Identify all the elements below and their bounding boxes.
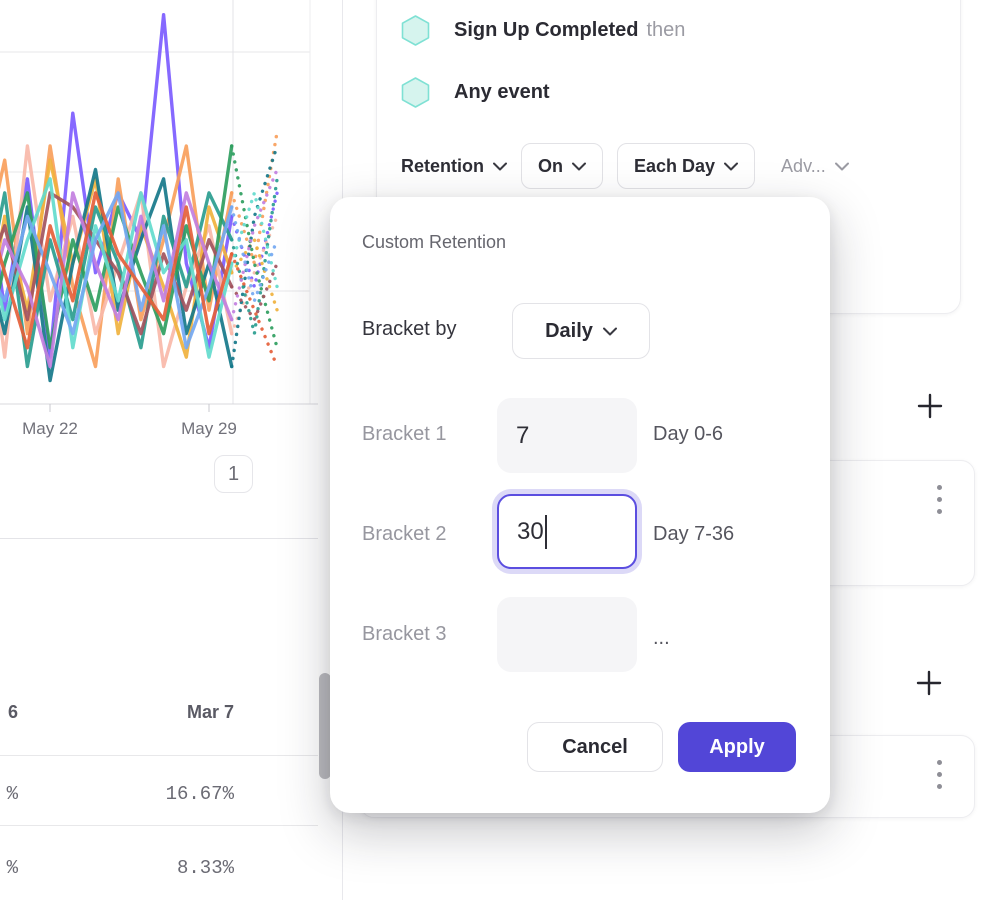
chart-page-badge[interactable]: 1 — [214, 455, 253, 493]
event-hexagon-icon — [401, 15, 430, 46]
add-section-button[interactable] — [917, 393, 943, 419]
on-dropdown-label: On — [538, 155, 563, 176]
bracket-2-label: Bracket 2 — [362, 523, 447, 545]
modal-title: Custom Retention — [362, 232, 507, 252]
bracket-by-dropdown[interactable]: Daily — [512, 303, 650, 359]
query-step-row[interactable]: Sign Up Completed then — [401, 15, 685, 46]
x-tick-label-may29: May 29 — [181, 419, 237, 438]
table-header-partial: 6 — [7, 702, 18, 722]
table-divider — [0, 755, 318, 756]
query-controls-row: Retention On Each Day Adv... — [401, 143, 849, 189]
kebab-dot — [937, 772, 942, 777]
bracket-1-range: Day 0-6 — [653, 423, 724, 445]
section-divider — [0, 538, 318, 539]
chevron-down-icon — [493, 162, 507, 170]
bracket-1-input[interactable] — [497, 398, 637, 473]
event-name[interactable]: Any event — [454, 81, 550, 103]
bracket-by-label: Bracket by — [362, 318, 457, 340]
table-cell-value: 16.67% — [165, 783, 234, 805]
chart-line-series-4 — [229, 238, 279, 312]
bracket-3-range: ... — [653, 627, 670, 649]
query-step-text: Any event — [454, 81, 550, 104]
measurement-dropdown[interactable]: Retention — [401, 156, 507, 177]
bracket-by-dropdown-label: Daily — [545, 319, 593, 342]
retention-table: 6 Mar 7 % 16.67% % 8.33% — [0, 660, 342, 900]
chart-line-series-10 — [0, 191, 234, 369]
chevron-down-icon — [572, 162, 586, 170]
kebab-dot — [937, 497, 942, 502]
chevron-down-icon — [834, 162, 849, 170]
event-name[interactable]: Sign Up Completed — [454, 19, 639, 41]
event-hexagon-icon — [401, 77, 430, 108]
table-cell-value: 8.33% — [176, 857, 234, 879]
bracket-3-input[interactable] — [497, 597, 637, 672]
more-options-button[interactable] — [937, 485, 942, 514]
query-step-text: Sign Up Completed then — [454, 19, 685, 42]
table-cell-partial: % — [6, 857, 18, 879]
chart-line-series-3 — [229, 214, 279, 336]
bracket-2-range: Day 7-36 — [653, 523, 735, 545]
chart-line-series-8 — [229, 261, 279, 322]
add-section-button[interactable] — [916, 670, 942, 696]
table-divider — [0, 825, 318, 826]
plus-icon — [917, 393, 943, 419]
chart-line-series-9 — [0, 177, 234, 359]
custom-retention-modal: Custom Retention Bracket by Daily Bracke… — [330, 197, 830, 813]
x-tick-label-may22: May 22 — [22, 419, 78, 438]
bracket-2-input[interactable] — [497, 494, 637, 569]
cancel-button[interactable]: Cancel — [527, 722, 663, 772]
apply-button[interactable]: Apply — [678, 722, 796, 772]
on-dropdown[interactable]: On — [521, 143, 603, 189]
chevron-down-icon — [602, 327, 617, 335]
advanced-dropdown-label: Adv... — [781, 155, 826, 176]
chart-line-series-6 — [229, 177, 279, 336]
granularity-dropdown[interactable]: Each Day — [617, 143, 756, 189]
chart-plot-area — [0, 0, 318, 412]
bracket-1-label: Bracket 1 — [362, 423, 447, 445]
chart-line-series-12 — [0, 191, 234, 350]
table-cell-partial: % — [6, 783, 18, 805]
kebab-dot — [937, 760, 942, 765]
chart-line-series-11 — [0, 191, 234, 350]
retention-line-chart: May 22 May 29 — [0, 0, 342, 540]
table-header-mar7: Mar 7 — [186, 702, 234, 722]
granularity-dropdown-label: Each Day — [634, 155, 716, 176]
chart-line-series-10 — [229, 167, 279, 322]
chevron-down-icon — [724, 162, 739, 170]
chart-line-series-2 — [229, 130, 279, 265]
bracket-3-label: Bracket 3 — [362, 623, 447, 645]
kebab-dot — [937, 509, 942, 514]
kebab-dot — [937, 784, 942, 789]
chart-line-series-5 — [229, 144, 279, 369]
more-options-button[interactable] — [937, 760, 942, 789]
step-suffix-then: then — [646, 19, 686, 41]
vertical-scrollbar-thumb[interactable] — [319, 673, 331, 779]
advanced-dropdown[interactable]: Adv... — [781, 156, 849, 177]
kebab-dot — [937, 485, 942, 490]
chart-series — [0, 12, 279, 383]
chart-line-series-8 — [0, 191, 234, 336]
query-step-row[interactable]: Any event — [401, 77, 550, 108]
chart-line-series-11 — [229, 205, 279, 303]
measurement-dropdown-label: Retention — [401, 155, 484, 176]
plus-icon — [916, 670, 942, 696]
chart-line-series-7 — [229, 144, 279, 350]
text-cursor — [545, 515, 547, 549]
